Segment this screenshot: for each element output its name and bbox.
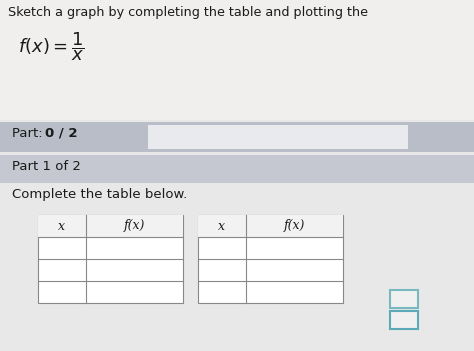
- Bar: [0, 155, 474, 183]
- Bar: [0, 122, 474, 152]
- Text: Part:: Part:: [12, 127, 47, 140]
- Text: f(x): f(x): [284, 219, 305, 232]
- Bar: [198, 215, 343, 237]
- Bar: [0, 0, 474, 120]
- Bar: [390, 311, 418, 329]
- Bar: [38, 215, 183, 237]
- Text: Sketch a graph by completing the table and plotting the: Sketch a graph by completing the table a…: [8, 6, 368, 19]
- Text: x: x: [58, 219, 65, 232]
- Bar: [148, 125, 408, 149]
- Bar: [198, 215, 343, 303]
- Bar: [0, 183, 474, 351]
- Bar: [390, 290, 418, 308]
- Text: Part 1 of 2: Part 1 of 2: [12, 160, 81, 173]
- Text: x: x: [219, 219, 226, 232]
- Bar: [38, 215, 183, 303]
- Text: f(x): f(x): [124, 219, 145, 232]
- Text: $f(x) = \dfrac{1}{x}$: $f(x) = \dfrac{1}{x}$: [18, 30, 84, 62]
- Text: Complete the table below.: Complete the table below.: [12, 188, 187, 201]
- Text: 0 / 2: 0 / 2: [45, 127, 78, 140]
